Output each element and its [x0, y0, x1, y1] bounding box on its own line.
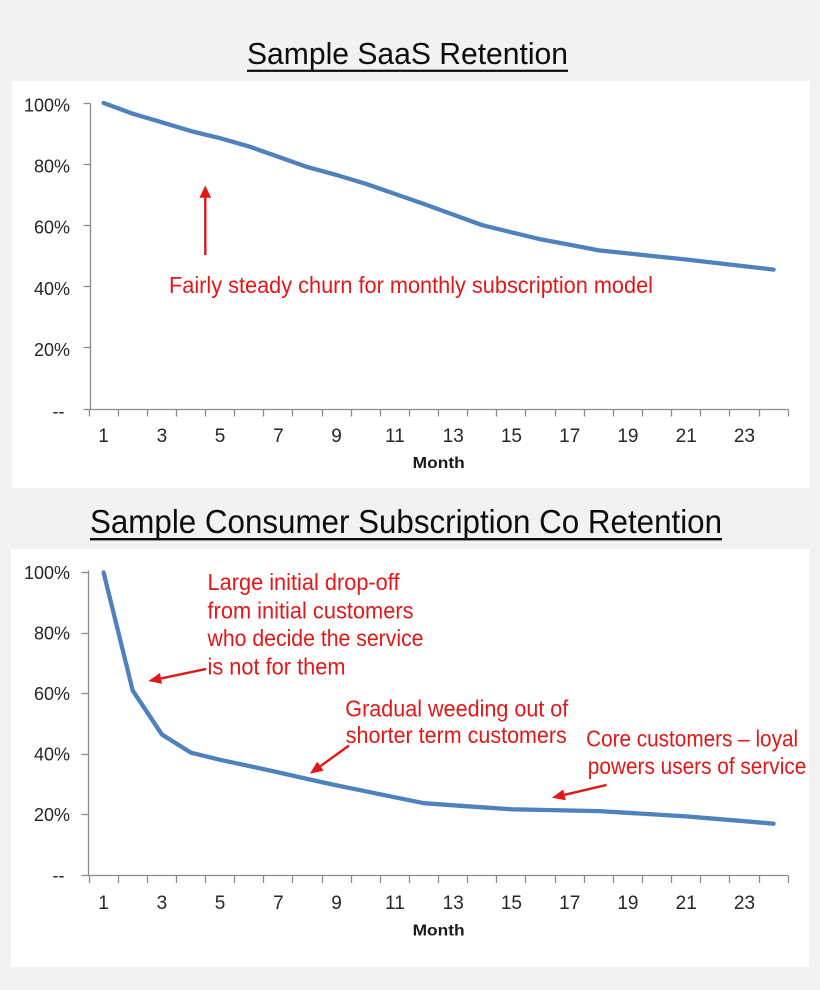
svg-text:19: 19 — [617, 893, 638, 914]
svg-text:23: 23 — [734, 893, 755, 914]
svg-text:21: 21 — [676, 426, 697, 447]
svg-text:17: 17 — [559, 426, 580, 447]
svg-text:60%: 60% — [34, 218, 70, 238]
svg-text:Large initial drop-off: Large initial drop-off — [208, 569, 401, 595]
svg-text:from initial customers: from initial customers — [208, 597, 414, 623]
svg-text:9: 9 — [331, 893, 342, 914]
svg-text:40%: 40% — [34, 279, 70, 299]
svg-text:11: 11 — [385, 426, 405, 447]
svg-text:17: 17 — [559, 893, 580, 914]
svg-text:--: -- — [53, 401, 65, 421]
svg-text:100%: 100% — [24, 95, 70, 115]
svg-text:3: 3 — [157, 426, 168, 447]
svg-text:Gradual weeding out of: Gradual weeding out of — [345, 696, 569, 722]
svg-text:7: 7 — [273, 893, 284, 914]
svg-text:7: 7 — [273, 426, 284, 447]
svg-text:--: -- — [53, 865, 65, 885]
svg-text:5: 5 — [215, 893, 226, 914]
svg-text:21: 21 — [676, 893, 697, 914]
svg-text:Sample Consumer Subscription C: Sample Consumer Subscription Co Retentio… — [90, 503, 722, 540]
svg-text:11: 11 — [385, 893, 405, 914]
svg-text:20%: 20% — [34, 340, 70, 360]
svg-text:80%: 80% — [34, 623, 70, 643]
svg-text:23: 23 — [734, 426, 755, 447]
svg-text:Month: Month — [413, 455, 465, 472]
svg-text:13: 13 — [443, 893, 464, 914]
svg-text:13: 13 — [443, 426, 464, 447]
svg-text:shorter term customers: shorter term customers — [346, 722, 567, 748]
svg-text:5: 5 — [215, 426, 226, 447]
svg-text:Month: Month — [413, 923, 465, 940]
svg-text:80%: 80% — [34, 157, 70, 177]
svg-text:100%: 100% — [24, 563, 70, 583]
svg-text:9: 9 — [331, 426, 342, 447]
svg-text:Core customers – loyal: Core customers – loyal — [586, 726, 798, 752]
svg-text:Fairly steady churn for monthl: Fairly steady churn for monthly subscrip… — [169, 272, 653, 298]
svg-text:who decide the service: who decide the service — [207, 625, 424, 651]
svg-text:1: 1 — [98, 426, 109, 447]
svg-text:powers users of service: powers users of service — [588, 753, 807, 779]
svg-text:60%: 60% — [34, 684, 70, 704]
svg-text:15: 15 — [501, 893, 522, 914]
svg-text:is not for them: is not for them — [208, 653, 346, 679]
svg-text:Sample SaaS Retention: Sample SaaS Retention — [247, 36, 568, 71]
svg-text:15: 15 — [501, 426, 522, 447]
svg-text:40%: 40% — [34, 744, 70, 764]
svg-text:19: 19 — [617, 426, 638, 447]
svg-text:1: 1 — [98, 893, 109, 914]
svg-text:3: 3 — [157, 893, 168, 914]
svg-text:20%: 20% — [34, 805, 70, 825]
